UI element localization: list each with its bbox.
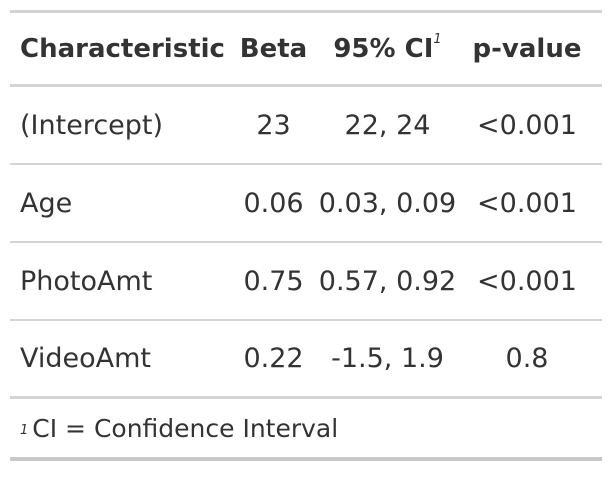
row-beta: 23 — [256, 109, 291, 141]
header-beta: Beta — [239, 33, 308, 64]
row-characteristic: (Intercept) — [20, 109, 164, 141]
table-footnote: 1 CI = Confidence Interval — [10, 399, 602, 461]
table-top-rule — [10, 10, 602, 13]
header-ci: 95% CI1 — [315, 31, 460, 64]
row-pvalue: <0.001 — [477, 187, 577, 219]
row-characteristic: PhotoAmt — [20, 265, 153, 297]
row-beta: 0.75 — [243, 265, 304, 297]
row-ci: 0.03, 0.09 — [318, 187, 457, 219]
row-pvalue: 0.8 — [505, 343, 549, 374]
row-pvalue: <0.001 — [477, 109, 577, 141]
row-beta: 0.06 — [243, 187, 304, 219]
row-pvalue: <0.001 — [477, 265, 577, 297]
footnote-text: CI = Confidence Interval — [32, 413, 339, 443]
row-characteristic: Age — [20, 187, 73, 219]
table-row: Age 0.06 0.03, 0.09 <0.001 — [10, 165, 602, 243]
header-ci-footnote-marker: 1 — [433, 31, 442, 47]
header-characteristic: Characteristic — [20, 33, 225, 64]
header-ci-label: 95% CI — [333, 33, 434, 64]
row-characteristic: VideoAmt — [20, 343, 152, 374]
table-row: PhotoAmt 0.75 0.57, 0.92 <0.001 — [10, 243, 602, 321]
row-ci: 0.57, 0.92 — [318, 265, 457, 297]
header-pvalue: p-value — [472, 33, 582, 64]
table-row: (Intercept) 23 22, 24 <0.001 — [10, 87, 602, 165]
row-beta: 0.22 — [243, 343, 304, 374]
regression-table: Characteristic Beta 95% CI1 p-value (Int… — [10, 10, 602, 461]
row-ci: 22, 24 — [344, 109, 431, 141]
table-header-row: Characteristic Beta 95% CI1 p-value — [10, 13, 602, 87]
row-ci: -1.5, 1.9 — [331, 343, 444, 374]
footnote-marker: 1 — [20, 422, 29, 438]
table-row: VideoAmt 0.22 -1.5, 1.9 0.8 — [10, 321, 602, 399]
